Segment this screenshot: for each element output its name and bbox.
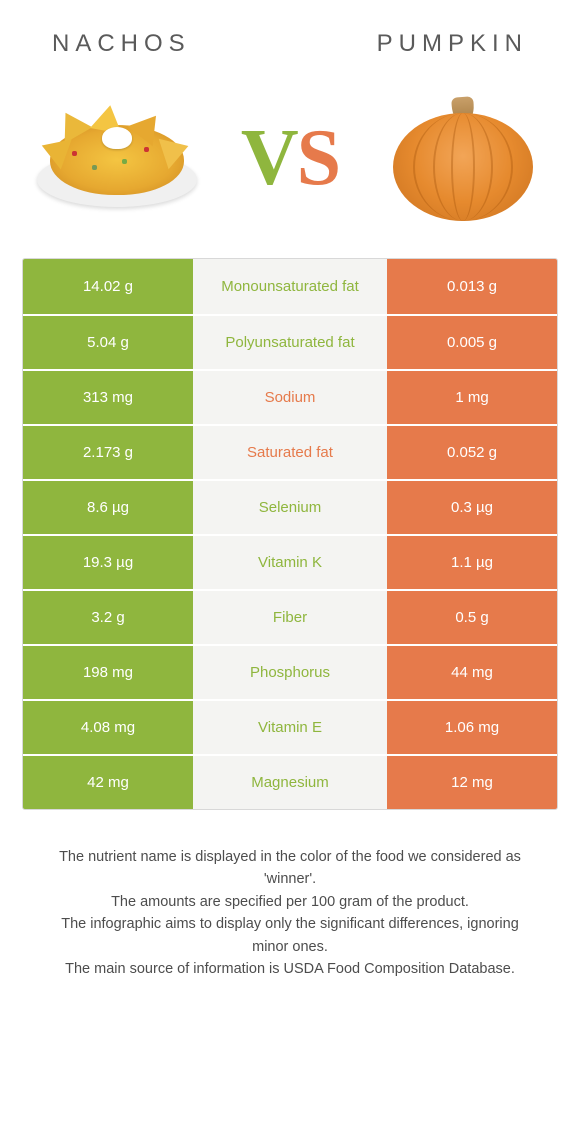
table-row: 3.2 gFiber0.5 g: [23, 589, 557, 644]
left-value-cell: 19.3 µg: [23, 536, 193, 589]
vs-label: VS: [241, 113, 339, 204]
table-row: 42 mgMagnesium12 mg: [23, 754, 557, 809]
left-value-cell: 42 mg: [23, 756, 193, 809]
table-row: 198 mgPhosphorus44 mg: [23, 644, 557, 699]
left-food-image: [32, 88, 202, 228]
right-value-cell: 0.3 µg: [387, 481, 557, 534]
table-row: 8.6 µgSelenium0.3 µg: [23, 479, 557, 534]
right-value-cell: 0.005 g: [387, 316, 557, 369]
titles-row: Nachos Pumpkin: [22, 20, 558, 78]
right-value-cell: 0.013 g: [387, 259, 557, 314]
table-row: 19.3 µgVitamin K1.1 µg: [23, 534, 557, 589]
footer-line: The infographic aims to display only the…: [42, 913, 538, 958]
nutrient-label-cell: Vitamin E: [193, 701, 387, 754]
footer-line: The amounts are specified per 100 gram o…: [42, 891, 538, 913]
left-food-title: Nachos: [52, 30, 191, 58]
right-value-cell: 12 mg: [387, 756, 557, 809]
left-value-cell: 4.08 mg: [23, 701, 193, 754]
nutrient-label-cell: Polyunsaturated fat: [193, 316, 387, 369]
nutrient-label-cell: Vitamin K: [193, 536, 387, 589]
right-value-cell: 1.1 µg: [387, 536, 557, 589]
nutrient-label-cell: Magnesium: [193, 756, 387, 809]
right-value-cell: 1.06 mg: [387, 701, 557, 754]
nutrient-label-cell: Monounsaturated fat: [193, 259, 387, 314]
vs-s: S: [297, 114, 340, 202]
table-row: 2.173 gSaturated fat0.052 g: [23, 424, 557, 479]
right-value-cell: 0.052 g: [387, 426, 557, 479]
left-value-cell: 3.2 g: [23, 591, 193, 644]
nutrient-label-cell: Sodium: [193, 371, 387, 424]
right-value-cell: 0.5 g: [387, 591, 557, 644]
left-value-cell: 14.02 g: [23, 259, 193, 314]
nutrient-table: 14.02 gMonounsaturated fat0.013 g5.04 gP…: [22, 258, 558, 810]
table-row: 5.04 gPolyunsaturated fat0.005 g: [23, 314, 557, 369]
footer-notes: The nutrient name is displayed in the co…: [22, 810, 558, 981]
nutrient-label-cell: Fiber: [193, 591, 387, 644]
right-value-cell: 1 mg: [387, 371, 557, 424]
footer-line: The main source of information is USDA F…: [42, 958, 538, 980]
right-food-image: [378, 88, 548, 228]
hero-row: VS: [22, 78, 558, 258]
left-value-cell: 2.173 g: [23, 426, 193, 479]
pumpkin-icon: [388, 93, 538, 223]
table-row: 14.02 gMonounsaturated fat0.013 g: [23, 259, 557, 314]
right-value-cell: 44 mg: [387, 646, 557, 699]
left-value-cell: 313 mg: [23, 371, 193, 424]
left-value-cell: 8.6 µg: [23, 481, 193, 534]
table-row: 313 mgSodium1 mg: [23, 369, 557, 424]
right-food-title: Pumpkin: [377, 30, 528, 58]
footer-line: The nutrient name is displayed in the co…: [42, 846, 538, 891]
nutrient-label-cell: Selenium: [193, 481, 387, 534]
nutrient-label-cell: Phosphorus: [193, 646, 387, 699]
left-value-cell: 5.04 g: [23, 316, 193, 369]
left-value-cell: 198 mg: [23, 646, 193, 699]
nachos-icon: [32, 103, 202, 213]
vs-v: V: [241, 114, 297, 202]
nutrient-label-cell: Saturated fat: [193, 426, 387, 479]
table-row: 4.08 mgVitamin E1.06 mg: [23, 699, 557, 754]
